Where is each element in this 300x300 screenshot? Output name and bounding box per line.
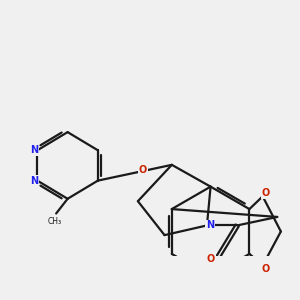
Text: O: O — [262, 188, 270, 198]
Text: O: O — [139, 166, 147, 176]
Text: CH₃: CH₃ — [47, 217, 61, 226]
Text: O: O — [262, 264, 270, 274]
Text: N: N — [30, 176, 38, 186]
Text: O: O — [207, 254, 215, 264]
Text: N: N — [206, 220, 214, 230]
Text: N: N — [30, 145, 38, 155]
